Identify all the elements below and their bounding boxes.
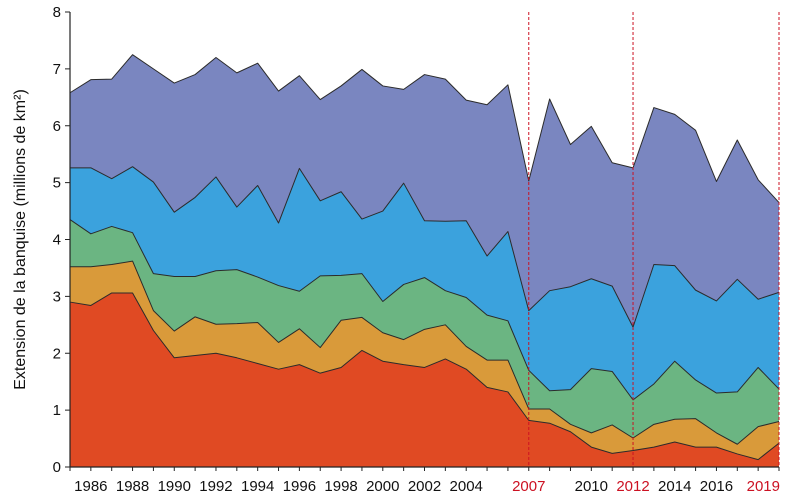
area-series-1 [70, 292, 779, 467]
x-tick-label-2019: 2019 [747, 478, 780, 495]
y-axis-label: Extension de la banquise (millions de km… [12, 89, 29, 390]
y-tick-label-7: 7 [53, 61, 61, 78]
line-series-5 [69, 54, 780, 203]
x-tick-label-2010: 2010 [575, 478, 608, 495]
y-tick-label-5: 5 [53, 175, 61, 192]
stacked-areas [70, 54, 779, 467]
line-series-2 [70, 260, 780, 445]
x-tick-label-2007: 2007 [512, 478, 545, 495]
x-tick-label-2016: 2016 [700, 478, 733, 495]
line-series-1 [69, 292, 780, 461]
y-tick-label-4: 4 [53, 232, 61, 249]
area-series-2 [70, 261, 779, 460]
y-tick-label-3: 3 [53, 288, 61, 305]
x-tick-label-1994: 1994 [241, 478, 274, 495]
x-axis-ticks: 1986 1988 1990 1992 1994 1996 1998 2000 2002 2004… [69, 467, 780, 495]
y-tick-label-2: 2 [53, 345, 61, 362]
x-tick-label-2002: 2002 [408, 478, 441, 495]
series-boundary-lines [69, 54, 780, 461]
x-tick-label-2004: 2004 [450, 478, 483, 495]
x-tick-label-2012: 2012 [616, 478, 649, 495]
y-axis-ticks: 0 1 2 3 4 5 6 7 8 [53, 4, 70, 476]
y-tick-label-8: 8 [53, 4, 61, 21]
area-series-4 [70, 166, 779, 400]
y-tick-label-6: 6 [53, 118, 61, 135]
line-series-4 [70, 166, 780, 328]
highlight-year-lines [528, 12, 780, 467]
x-tick-label-1996: 1996 [283, 478, 316, 495]
x-tick-label-2014: 2014 [658, 478, 691, 495]
x-tick-label-1998: 1998 [324, 478, 357, 495]
y-tick-label-1: 1 [53, 402, 61, 419]
x-tick-label-2000: 2000 [366, 478, 399, 495]
y-tick-label-0: 0 [53, 459, 61, 476]
area-series-3 [70, 219, 779, 445]
area-series-5 [70, 54, 779, 328]
x-tick-label-1992: 1992 [199, 478, 232, 495]
x-tick-label-1990: 1990 [158, 478, 191, 495]
x-tick-label-1988: 1988 [116, 478, 149, 495]
line-series-3 [69, 219, 780, 401]
x-tick-label-1986: 1986 [74, 478, 107, 495]
